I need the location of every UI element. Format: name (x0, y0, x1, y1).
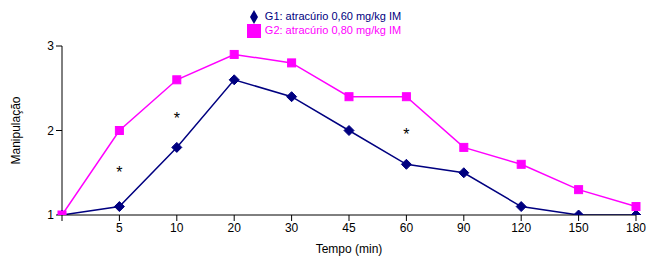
svg-text:Tempo (min): Tempo (min) (316, 242, 383, 256)
svg-text:10: 10 (170, 221, 184, 235)
svg-text:60: 60 (400, 221, 414, 235)
svg-text:3: 3 (47, 39, 54, 53)
svg-text:120: 120 (511, 221, 531, 235)
svg-text:Manipulação: Manipulação (9, 96, 23, 164)
svg-text:90: 90 (457, 221, 471, 235)
html-text:G1: atracúrio 0,60 mg/kg IM: G1: atracúrio 0,60 mg/kg IM (264, 10, 402, 22)
svg-text:2: 2 (47, 124, 54, 138)
svg-text:150: 150 (569, 221, 589, 235)
svg-text:20: 20 (228, 221, 242, 235)
svg-text:*: * (174, 110, 180, 127)
svg-text:5: 5 (116, 221, 123, 235)
svg-text:180: 180 (626, 221, 646, 235)
svg-text:*: * (116, 164, 122, 181)
html-text:G2: atracúrio 0,80 mg/kg IM: G2: atracúrio 0,80 mg/kg IM (264, 24, 402, 37)
svg-text:1: 1 (47, 208, 54, 222)
svg-text:30: 30 (285, 221, 299, 235)
svg-text:45: 45 (342, 221, 356, 235)
svg-text:*: * (403, 126, 409, 143)
